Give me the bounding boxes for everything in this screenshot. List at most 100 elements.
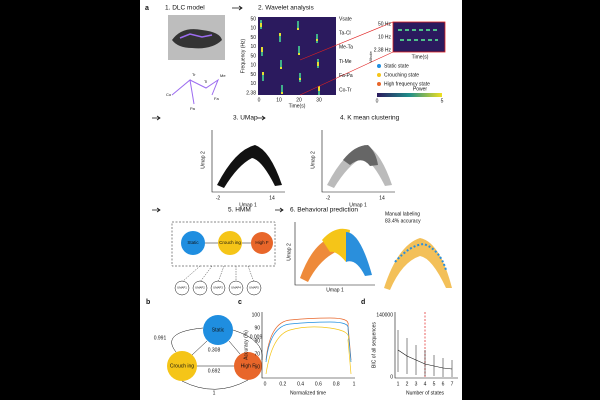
x-tick-label: 20 [296, 97, 302, 103]
joint-label: Tr [192, 72, 196, 77]
x-tick-label: 10 [276, 97, 282, 103]
axis-label: Accuracy (%) [243, 330, 249, 360]
x-tick-label: 0 [264, 381, 267, 387]
spectrogram-speck [260, 22, 262, 25]
x-tick-label: 14 [379, 195, 385, 201]
transition-label: 0.991 [154, 335, 167, 341]
joint-label: Pa [190, 106, 196, 111]
spectrogram-speck [298, 52, 300, 55]
decorations [152, 5, 458, 390]
y-tick-label: 50 [250, 72, 256, 78]
spectrogram-speck [281, 85, 283, 88]
spectrogram-speck [318, 92, 320, 95]
spectrogram-speck [317, 61, 319, 64]
step-title: 3. UMap [233, 115, 258, 122]
panel-label: d [361, 299, 365, 306]
spectrogram-speck [297, 23, 299, 26]
spectrogram-speck [316, 36, 318, 39]
x-tick-label: 5 [433, 381, 436, 387]
observation-label: UMAP1 [177, 286, 187, 290]
spectrogram-speck [261, 47, 263, 50]
spectrogram-speck [261, 49, 263, 52]
x-tick-label: 0.8 [333, 381, 340, 387]
spectrogram-speck [316, 34, 318, 37]
spectrogram-speck [262, 74, 264, 77]
axis-label: Normalized time [290, 390, 326, 396]
x-tick-label: -2 [326, 195, 331, 201]
spectrogram-speck [316, 40, 318, 43]
spectrogram-speck [297, 21, 299, 24]
transition-label: 0.009 [250, 334, 263, 340]
y-tick-label: 50 [250, 16, 256, 22]
colorbar-tick: 0 [376, 98, 379, 104]
state-label: Static [212, 327, 225, 333]
spectrogram-speck [298, 50, 300, 53]
step-title: 5. HMM [228, 207, 251, 214]
spectrogram-speck [316, 38, 318, 41]
joint-pair-label: Co-Tr [339, 87, 352, 93]
axis-label: Umap 1 [326, 287, 344, 293]
state-label: Crouch ing [219, 240, 241, 245]
spectrogram-speck [298, 46, 300, 49]
x-tick-label: 7 [451, 381, 454, 387]
step-title: 1. DLC model [165, 5, 205, 12]
y-tick-label: 0 [390, 374, 393, 380]
transition-label: 1 [213, 390, 216, 396]
joint-pair-label: Ti-Me [339, 59, 352, 65]
x-tick-label: 0.6 [315, 381, 322, 387]
spectrogram-speck [280, 66, 282, 69]
spectrogram-speck [281, 91, 283, 94]
x-tick-label: 30 [316, 97, 322, 103]
y-tick-label: 10 [250, 63, 256, 69]
spectrogram-speck [297, 25, 299, 28]
x-tick-label: 6 [442, 381, 445, 387]
spectrogram-speck [299, 79, 301, 82]
zoom-tick-label: 2.38 Hz [374, 47, 392, 53]
spectrogram-speck [279, 37, 281, 40]
legend-entry: Static state [384, 63, 409, 69]
state-label: Crouch ing [170, 363, 194, 369]
annotation: 83.4% accuracy [385, 218, 421, 224]
spectrogram-speck [299, 77, 301, 80]
spectrogram-speck [317, 59, 319, 62]
step-title: 2. Wavelet analysis [258, 5, 315, 12]
observation-label: UMAP3 [213, 286, 223, 290]
axis-label: Time(s) [289, 103, 306, 109]
y-tick-label: 70 [254, 351, 260, 357]
observation-label: UMAP2 [195, 286, 205, 290]
axis-label: Frequency (Hz) [240, 38, 246, 73]
y-tick-label: 10 [250, 44, 256, 50]
y-tick-label: 50 [250, 35, 256, 41]
spectrogram-speck [260, 20, 262, 23]
legend-entry: High frequency state [384, 81, 430, 87]
zoom-tick-label: 50 Hz [378, 21, 392, 27]
joint-pair-label: Fa-Pa [339, 73, 353, 79]
spectrogram-speck [318, 86, 320, 89]
joint-label: Co [166, 92, 172, 97]
spectrogram-speck [298, 48, 300, 51]
spectrogram-speck [261, 51, 263, 54]
y-tick-label: 50 [250, 53, 256, 59]
axis-label: Umap 2 [310, 151, 316, 169]
y-tick-label: 90 [254, 325, 260, 331]
transition-label: 0.692 [208, 368, 221, 374]
joint-label: Ti [204, 79, 207, 84]
y-tick-label: 100 [252, 312, 261, 318]
spectrogram-speck [279, 39, 281, 42]
spectrogram-speck [261, 53, 263, 56]
y-tick-label: 60 [254, 364, 260, 370]
colorbar-label: Power [413, 86, 428, 92]
state-label: High F [241, 363, 256, 369]
spectrogram-speck [318, 88, 320, 91]
observation-label: UMAP4 [231, 286, 241, 290]
observation-label: UMAP5 [249, 286, 259, 290]
spectrogram-speck [280, 60, 282, 63]
spectrogram-speck [299, 73, 301, 76]
panel-label: c [238, 299, 242, 306]
spectrogram-speck [281, 87, 283, 90]
zoom-tick-label: 10 Hz [378, 34, 392, 40]
x-tick-label: 14 [269, 195, 275, 201]
axis-label: Umap 2 [200, 151, 206, 169]
joint-pair-label: Me-Ta [339, 45, 353, 51]
